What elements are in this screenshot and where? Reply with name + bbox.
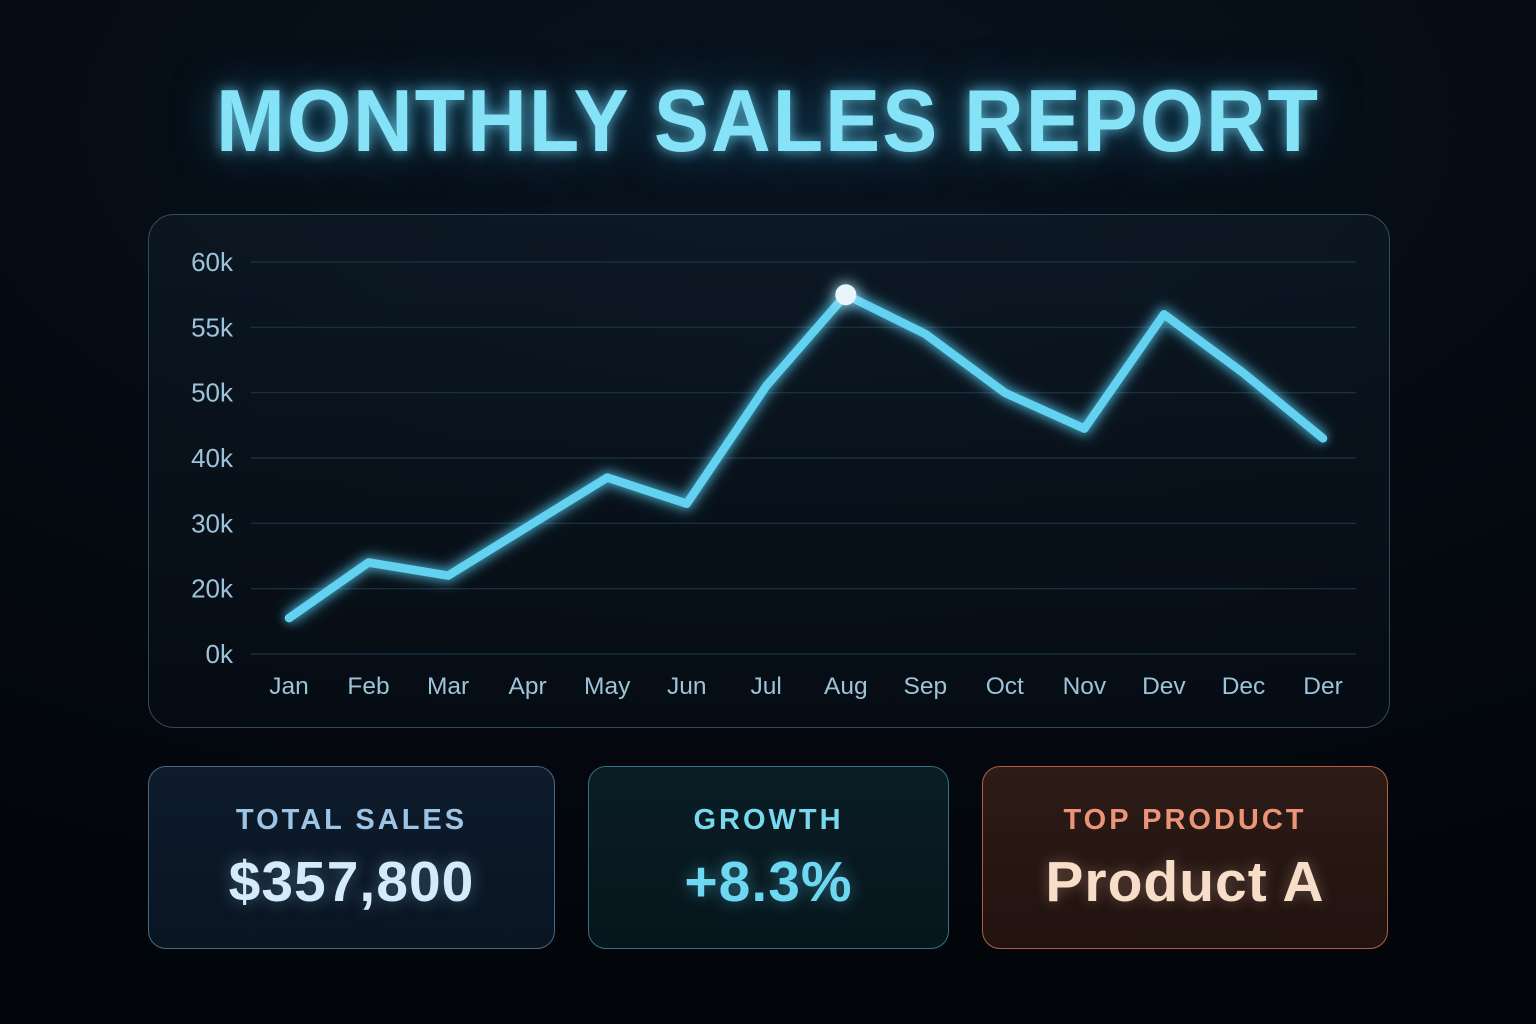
y-tick-label-0k: 0k	[206, 639, 234, 669]
x-tick-label-Jun: Jun	[667, 673, 707, 700]
sales-line-chart-svg: 0k 20k 30k 40k 50k 55k 60k Jan Feb Mar Apr May Jun Ju…	[191, 247, 1356, 700]
growth-card: GROWTH +8.3%	[588, 766, 949, 949]
total-sales-label: TOTAL SALES	[235, 804, 468, 836]
y-tick-label-30k: 30k	[191, 508, 234, 538]
growth-label: GROWTH	[693, 804, 844, 836]
y-tick-label-50k: 50k	[191, 378, 234, 408]
x-tick-label-Dev: Dev	[1142, 673, 1186, 700]
y-tick-label-40k: 40k	[191, 443, 234, 473]
y-tick-label-20k: 20k	[191, 574, 234, 604]
x-tick-label-Dec: Dec	[1222, 673, 1266, 700]
y-tick-label-55k: 55k	[191, 312, 234, 342]
x-tick-label-Mar: Mar	[427, 673, 469, 700]
x-tick-label-Jan: Jan	[269, 673, 309, 700]
top-product-value: Product A	[1045, 850, 1325, 914]
x-tick-label-May: May	[584, 673, 631, 700]
sales-line	[284, 290, 1328, 623]
x-tick-label-Jul: Jul	[751, 673, 782, 700]
x-tick-label-Der: Der	[1303, 673, 1342, 700]
total-sales-card: TOTAL SALES $357,800	[148, 766, 555, 949]
stats-row: TOTAL SALES $357,800 GROWTH +8.3% TOP PR…	[148, 766, 1388, 949]
x-tick-label-Feb: Feb	[347, 673, 389, 700]
page-title: MONTHLY SALES REPORT	[216, 71, 1320, 170]
growth-value: +8.3%	[684, 850, 853, 914]
sales-chart-panel: 0k 20k 30k 40k 50k 55k 60k Jan Feb Mar Apr May Jun Ju…	[148, 214, 1390, 728]
top-product-card: TOP PRODUCT Product A	[982, 766, 1388, 949]
x-tick-label-Apr: Apr	[509, 673, 547, 700]
total-sales-value: $357,800	[228, 850, 475, 914]
x-tick-label-Oct: Oct	[986, 673, 1024, 700]
x-tick-label-Aug: Aug	[824, 673, 868, 700]
x-tick-label-Sep: Sep	[904, 673, 948, 700]
top-product-label: TOP PRODUCT	[1063, 804, 1307, 836]
x-tick-label-Nov: Nov	[1063, 673, 1107, 700]
y-tick-label-60k: 60k	[191, 247, 234, 277]
peak-marker	[835, 284, 857, 306]
